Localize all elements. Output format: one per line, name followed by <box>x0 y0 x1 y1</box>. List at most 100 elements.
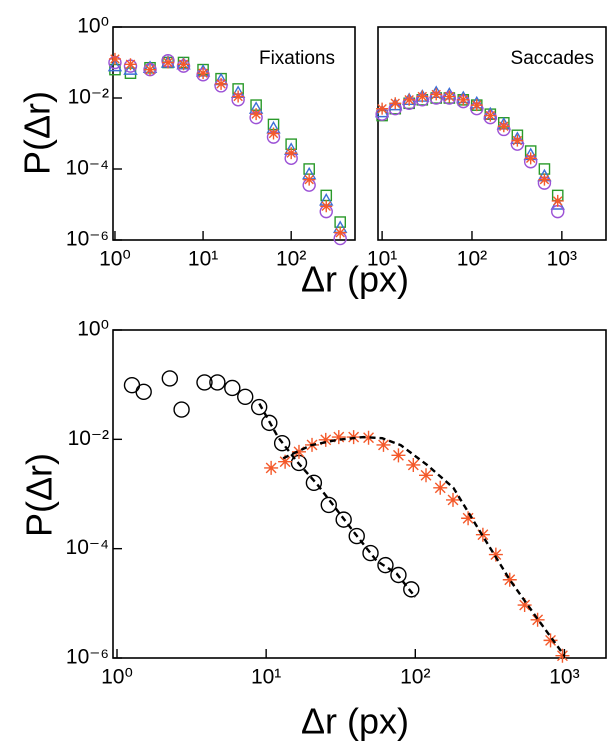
marker-circle <box>403 581 420 598</box>
marker-asterisk <box>162 56 175 69</box>
marker-asterisk <box>419 468 434 483</box>
marker-asterisk <box>320 200 333 213</box>
marker-circle <box>196 374 213 391</box>
marker-asterisk <box>232 90 245 103</box>
x-tick-label: 10⁰ <box>99 248 131 271</box>
panel-title: Fixations <box>259 48 335 69</box>
marker-asterisk <box>267 127 280 140</box>
marker-asterisk <box>416 90 429 103</box>
marker-asterisk <box>285 147 298 160</box>
x-tick-label: 10³ <box>549 666 579 689</box>
marker-circle <box>377 556 394 574</box>
marker-asterisk <box>291 444 306 459</box>
x-tick-label: 10² <box>276 248 306 271</box>
marker-asterisk <box>538 173 551 186</box>
marker-asterisk <box>517 598 532 613</box>
marker-asterisk <box>484 109 497 122</box>
marker-asterisk <box>511 134 524 147</box>
marker-circle <box>237 388 254 405</box>
marker-circle <box>390 566 407 584</box>
marker-asterisk <box>177 58 190 71</box>
marker-asterisk <box>497 120 510 133</box>
marker-circle <box>123 376 141 394</box>
marker-circle <box>320 496 337 514</box>
fit-line <box>282 435 566 657</box>
x-tick-label: 10⁰ <box>101 666 133 689</box>
marker-asterisk <box>124 58 137 71</box>
marker-asterisk <box>403 93 416 106</box>
marker-circle <box>173 401 190 418</box>
marker-circle <box>250 398 268 416</box>
x-tick-label: 10¹ <box>251 666 281 689</box>
marker-asterisk <box>524 152 537 165</box>
marker-circle <box>335 511 352 528</box>
marker-asterisk <box>376 437 391 452</box>
y-tick-label: 10⁻⁶ <box>66 228 109 251</box>
x-axis-label: Δr (px) <box>301 701 409 742</box>
y-tick-label: 10⁰ <box>77 15 109 38</box>
marker-triangle <box>388 97 403 111</box>
x-tick-label: 10¹ <box>188 248 218 271</box>
y-tick-label: 10⁻⁴ <box>66 536 109 559</box>
marker-asterisk <box>445 492 460 507</box>
marker-circle <box>209 374 226 391</box>
x-axis-label: Δr (px) <box>301 259 409 300</box>
marker-asterisk <box>278 454 293 469</box>
plot-frame <box>112 26 356 241</box>
x-tick-label: 10² <box>400 666 430 689</box>
marker-circle <box>161 370 179 387</box>
marker-asterisk <box>318 432 333 447</box>
marker-circle <box>305 474 323 492</box>
marker-asterisk <box>264 460 279 475</box>
marker-asterisk <box>197 67 210 80</box>
marker-circle <box>348 527 365 545</box>
marker-circle <box>551 204 565 219</box>
y-tick-label: 10⁻² <box>68 86 109 109</box>
marker-asterisk <box>376 102 389 115</box>
marker-asterisk <box>543 633 558 648</box>
marker-asterisk <box>144 63 157 76</box>
marker-asterisk <box>470 99 483 112</box>
x-tick-label: 10¹ <box>367 248 397 271</box>
y-tick-label: 10⁻² <box>68 427 109 450</box>
marker-asterisk <box>406 457 421 472</box>
plot-frame <box>112 329 607 659</box>
panel-title: Saccades <box>511 48 594 69</box>
y-axis-label: P(Δr) <box>17 91 58 175</box>
marker-asterisk <box>551 194 564 207</box>
marker-circle <box>261 414 278 432</box>
marker-asterisk <box>303 173 316 186</box>
marker-asterisk <box>108 52 121 65</box>
marker-asterisk <box>502 572 517 587</box>
marker-circle <box>362 544 379 562</box>
marker-asterisk <box>457 93 470 106</box>
marker-asterisk <box>461 511 476 526</box>
y-axis-label: P(Δr) <box>19 453 60 537</box>
marker-asterisk <box>433 480 448 495</box>
marker-asterisk <box>555 648 570 663</box>
x-tick-label: 10³ <box>547 248 577 271</box>
marker-circle <box>135 383 152 401</box>
marker-asterisk <box>530 612 545 627</box>
marker-asterisk <box>430 88 443 101</box>
x-tick-label: 10² <box>457 248 487 271</box>
fit-line <box>258 403 417 598</box>
marker-asterisk <box>361 430 376 445</box>
marker-circle <box>224 379 241 397</box>
marker-circle <box>273 434 291 452</box>
marker-asterisk <box>250 108 263 121</box>
marker-asterisk <box>331 430 346 445</box>
y-tick-label: 10⁻⁶ <box>66 646 109 669</box>
marker-asterisk <box>389 97 402 110</box>
marker-asterisk <box>488 547 503 562</box>
marker-triangle <box>123 62 138 75</box>
marker-triangle <box>107 58 123 72</box>
marker-asterisk <box>443 90 456 103</box>
plot-frame <box>377 26 607 241</box>
marker-asterisk <box>334 226 347 239</box>
y-tick-label: 10⁻⁴ <box>66 157 109 180</box>
y-tick-label: 10⁰ <box>77 318 109 341</box>
marker-asterisk <box>391 448 406 463</box>
marker-asterisk <box>215 77 228 90</box>
